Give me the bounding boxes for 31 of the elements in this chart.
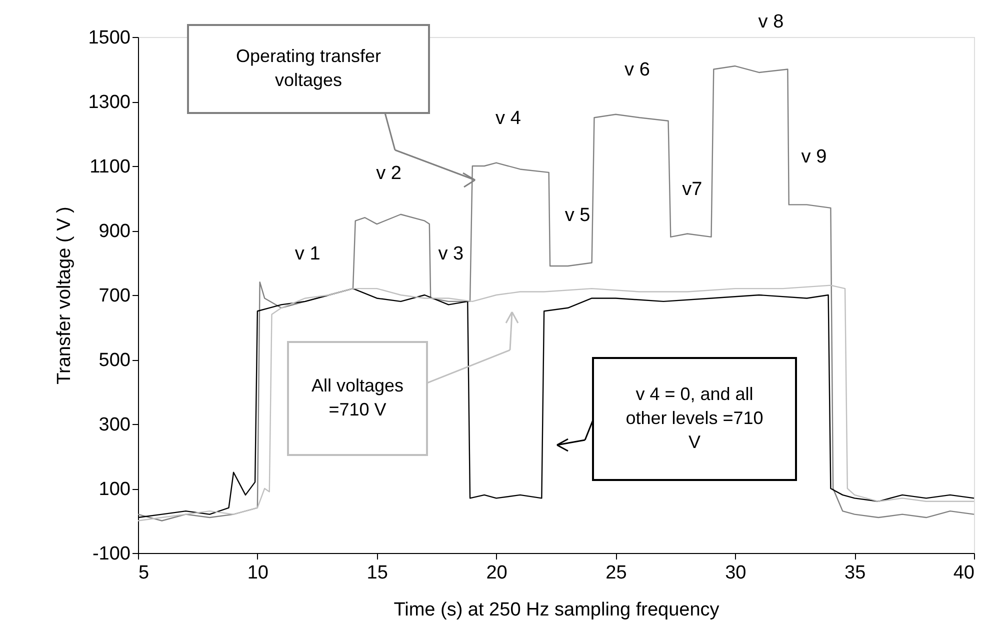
annotation: v 6: [624, 60, 650, 81]
y-tick-label: 100: [98, 479, 130, 500]
annotation: v 4: [496, 108, 522, 129]
y-tick-label: 700: [98, 286, 130, 306]
annotation: v 1: [294, 243, 320, 264]
annotation: v7: [682, 178, 702, 200]
x-tick-label: 20: [486, 562, 508, 584]
y-tick-label: 300: [98, 414, 130, 436]
annotation: v 3: [438, 243, 464, 264]
y-tick-label: 900: [98, 221, 130, 242]
annotation: v 8: [758, 11, 784, 32]
y-tick-label: 1500: [88, 28, 130, 48]
annotation: v 5: [564, 204, 590, 226]
x-tick-label: 15: [366, 562, 388, 584]
x-axis-title: Time (s) at 250 Hz sampling frequency: [394, 600, 720, 620]
annotation: v 4 = 0, and all other levels =710 V: [626, 384, 764, 452]
x-tick-label: 40: [953, 562, 974, 584]
y-axis-title: Transfer voltage ( V ): [54, 206, 76, 384]
y-tick-label: 1100: [90, 156, 130, 178]
y-tick-label: 1300: [88, 92, 130, 113]
x-tick-label: 5: [138, 562, 150, 584]
annotation: Operating transfer voltages: [236, 46, 382, 90]
annotation: All voltages =710 V: [311, 376, 404, 420]
annotation: v 2: [376, 162, 402, 184]
x-tick-label: 25: [606, 562, 627, 584]
x-tick-label: 30: [725, 562, 746, 584]
x-tick-label: 10: [247, 562, 268, 584]
x-tick-label: 35: [844, 562, 866, 584]
y-tick-label: -100: [92, 544, 130, 564]
y-tick-label: 500: [98, 350, 130, 371]
annotation: v 9: [801, 146, 827, 168]
